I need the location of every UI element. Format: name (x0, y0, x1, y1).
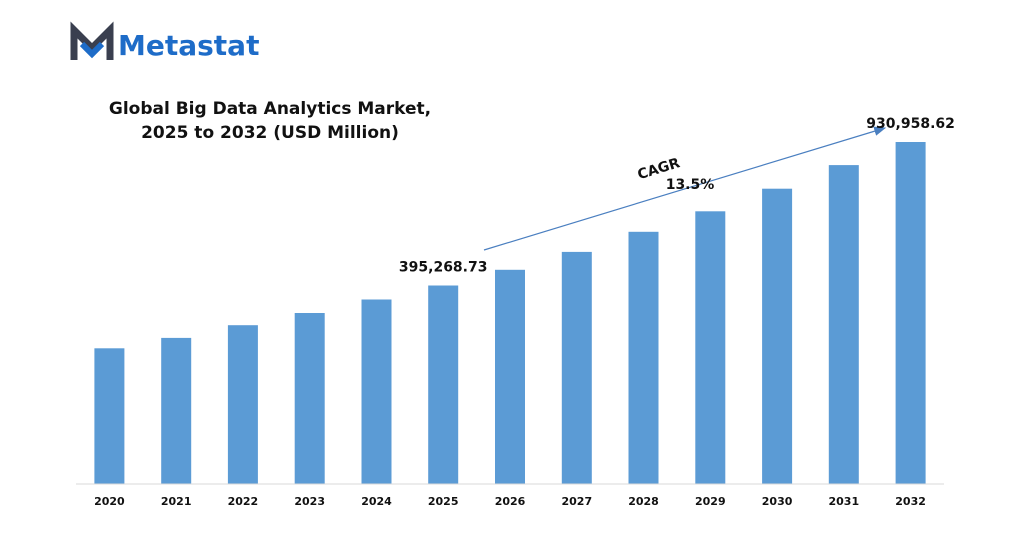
bar-2027 (561, 251, 592, 484)
chart-subtitle: 2025 to 2032 (USD Million) (141, 123, 399, 143)
bar-2023 (294, 313, 325, 484)
bar-2025 (428, 285, 459, 484)
data-labels: 395,268.73 930,958.62 (399, 116, 955, 276)
bar-2031 (828, 165, 859, 484)
x-tick-2030: 2030 (762, 495, 793, 508)
x-tick-2023: 2023 (294, 495, 325, 508)
x-tick-2032: 2032 (895, 495, 926, 508)
x-tick-2028: 2028 (628, 495, 659, 508)
cagr-value: 13.5% (666, 177, 715, 193)
bar-2026 (495, 269, 525, 484)
x-tick-2021: 2021 (161, 495, 192, 508)
bar-2020 (94, 348, 125, 484)
data-label-2025: 395,268.73 (399, 260, 488, 276)
bar-2021 (161, 337, 192, 484)
bars-group (94, 142, 926, 485)
bar-2030 (762, 188, 793, 484)
brand-name: Metastat (118, 29, 259, 62)
cagr-arrow (483, 126, 887, 251)
x-tick-2027: 2027 (561, 495, 592, 508)
data-label-2032: 930,958.62 (866, 116, 955, 132)
x-tick-2029: 2029 (695, 495, 726, 508)
x-tick-2020: 2020 (94, 495, 125, 508)
bar-2028 (628, 231, 659, 484)
x-tick-2031: 2031 (828, 495, 859, 508)
x-tick-2026: 2026 (495, 495, 526, 508)
metastat-logo-icon (70, 21, 114, 60)
bar-2032 (895, 142, 926, 484)
bar-2029 (695, 211, 726, 485)
bar-2024 (361, 299, 392, 484)
x-tick-2025: 2025 (428, 495, 459, 508)
bar-2022 (227, 325, 258, 484)
x-tick-2022: 2022 (228, 495, 259, 508)
x-tick-2024: 2024 (361, 495, 392, 508)
x-axis-ticks: 2020 2021 2022 2023 2024 2025 2026 2027 2028 2029… (94, 495, 926, 508)
chart-title: Global Big Data Analytics Market, (109, 99, 431, 119)
